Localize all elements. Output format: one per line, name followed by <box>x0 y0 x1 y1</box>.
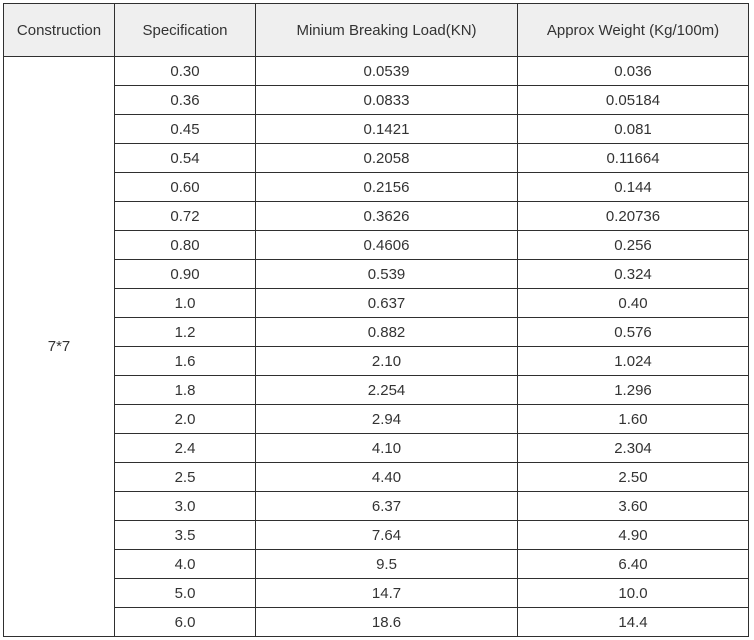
approx-weight-cell: 0.144 <box>517 172 749 202</box>
table-row: 2.0 2.94 1.60 <box>4 404 749 434</box>
table-body: 7*7 0.30 0.0539 0.036 0.36 0.0833 0.05184 0.45 0… <box>3 56 749 637</box>
breaking-load-cell: 18.6 <box>255 607 518 637</box>
breaking-load-cell: 2.254 <box>255 375 518 405</box>
breaking-load-cell: 0.2058 <box>255 143 518 173</box>
table-row: 5.0 14.7 10.0 <box>4 578 749 608</box>
specification-cell: 0.36 <box>114 85 256 115</box>
approx-weight-cell: 0.11664 <box>517 143 749 173</box>
approx-weight-cell: 2.50 <box>517 462 749 492</box>
breaking-load-cell: 4.40 <box>255 462 518 492</box>
approx-weight-cell: 0.40 <box>517 288 749 318</box>
breaking-load-cell: 14.7 <box>255 578 518 608</box>
specification-cell: 2.5 <box>114 462 256 492</box>
specification-cell: 3.5 <box>114 520 256 550</box>
approx-weight-cell: 0.20736 <box>517 201 749 231</box>
specification-cell: 0.80 <box>114 230 256 260</box>
breaking-load-cell: 0.882 <box>255 317 518 347</box>
table-row: 1.8 2.254 1.296 <box>4 375 749 405</box>
header-breaking-load: Minium Breaking Load(KN) <box>255 3 518 57</box>
construction-cell: 7*7 <box>3 56 115 637</box>
specification-cell: 1.2 <box>114 317 256 347</box>
table-row: 0.80 0.4606 0.256 <box>4 230 749 260</box>
table-row: 4.0 9.5 6.40 <box>4 549 749 579</box>
approx-weight-cell: 6.40 <box>517 549 749 579</box>
specification-cell: 0.30 <box>114 56 256 86</box>
breaking-load-cell: 0.0539 <box>255 56 518 86</box>
table-row: 3.5 7.64 4.90 <box>4 520 749 550</box>
table-row: 0.36 0.0833 0.05184 <box>4 85 749 115</box>
table-row: 0.45 0.1421 0.081 <box>4 114 749 144</box>
specification-cell: 4.0 <box>114 549 256 579</box>
specification-cell: 2.0 <box>114 404 256 434</box>
table-row: 0.60 0.2156 0.144 <box>4 172 749 202</box>
approx-weight-cell: 1.296 <box>517 375 749 405</box>
specification-cell: 0.90 <box>114 259 256 289</box>
approx-weight-cell: 0.05184 <box>517 85 749 115</box>
table-row: 1.0 0.637 0.40 <box>4 288 749 318</box>
spec-table-container: Construction Specification Minium Breaki… <box>3 3 749 637</box>
breaking-load-cell: 4.10 <box>255 433 518 463</box>
breaking-load-cell: 2.94 <box>255 404 518 434</box>
approx-weight-cell: 14.4 <box>517 607 749 637</box>
breaking-load-cell: 0.3626 <box>255 201 518 231</box>
approx-weight-cell: 0.576 <box>517 317 749 347</box>
header-row: Construction Specification Minium Breaki… <box>3 3 749 57</box>
breaking-load-cell: 0.4606 <box>255 230 518 260</box>
approx-weight-cell: 10.0 <box>517 578 749 608</box>
table-row: 7*7 0.30 0.0539 0.036 <box>3 56 749 637</box>
approx-weight-cell: 0.036 <box>517 56 749 86</box>
specification-cell: 5.0 <box>114 578 256 608</box>
header-specification: Specification <box>114 3 256 57</box>
specification-cell: 1.6 <box>114 346 256 376</box>
specification-cell: 1.0 <box>114 288 256 318</box>
specification-cell: 1.8 <box>114 375 256 405</box>
specification-cell: 2.4 <box>114 433 256 463</box>
table-row: 1.2 0.882 0.576 <box>4 317 749 347</box>
table-row: 0.90 0.539 0.324 <box>4 259 749 289</box>
header-approx-weight: Approx Weight (Kg/100m) <box>517 3 749 57</box>
approx-weight-cell: 0.256 <box>517 230 749 260</box>
table-row: 0.72 0.3626 0.20736 <box>4 201 749 231</box>
specification-cell: 0.72 <box>114 201 256 231</box>
approx-weight-cell: 1.024 <box>517 346 749 376</box>
breaking-load-cell: 7.64 <box>255 520 518 550</box>
breaking-load-cell: 0.2156 <box>255 172 518 202</box>
table-row: 0.54 0.2058 0.11664 <box>4 143 749 173</box>
approx-weight-cell: 1.60 <box>517 404 749 434</box>
specification-cell: 0.54 <box>114 143 256 173</box>
table-row: 6.0 18.6 14.4 <box>4 607 749 637</box>
table-header: Construction Specification Minium Breaki… <box>3 3 749 57</box>
specification-cell: 0.45 <box>114 114 256 144</box>
breaking-load-cell: 0.539 <box>255 259 518 289</box>
table-row: 2.5 4.40 2.50 <box>4 462 749 492</box>
table-row: 2.4 4.10 2.304 <box>4 433 749 463</box>
approx-weight-cell: 4.90 <box>517 520 749 550</box>
breaking-load-cell: 9.5 <box>255 549 518 579</box>
breaking-load-cell: 0.637 <box>255 288 518 318</box>
breaking-load-cell: 0.1421 <box>255 114 518 144</box>
specification-cell: 6.0 <box>114 607 256 637</box>
breaking-load-cell: 2.10 <box>255 346 518 376</box>
approx-weight-cell: 3.60 <box>517 491 749 521</box>
table-row: 1.6 2.10 1.024 <box>4 346 749 376</box>
specification-cell: 3.0 <box>114 491 256 521</box>
specification-table: Construction Specification Minium Breaki… <box>3 3 749 637</box>
approx-weight-cell: 2.304 <box>517 433 749 463</box>
breaking-load-cell: 0.0833 <box>255 85 518 115</box>
specification-cell: 0.60 <box>114 172 256 202</box>
approx-weight-cell: 0.081 <box>517 114 749 144</box>
table-row: 3.0 6.37 3.60 <box>4 491 749 521</box>
header-construction: Construction <box>3 3 115 57</box>
approx-weight-cell: 0.324 <box>517 259 749 289</box>
breaking-load-cell: 6.37 <box>255 491 518 521</box>
